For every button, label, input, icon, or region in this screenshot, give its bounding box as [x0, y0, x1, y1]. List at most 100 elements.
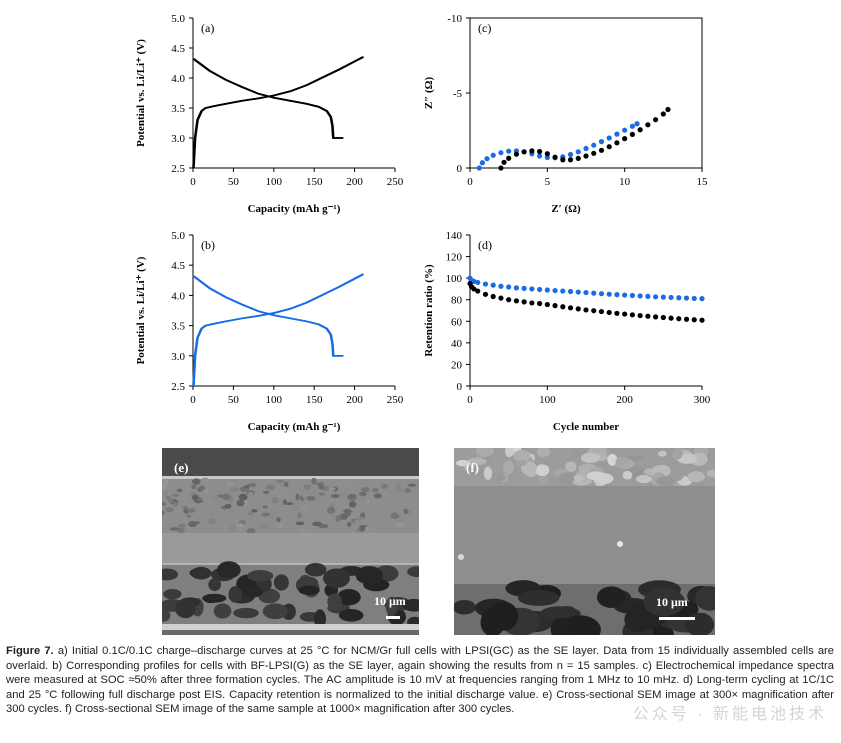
BF-LPSI(G)-point	[544, 287, 550, 293]
sem-grain	[694, 586, 715, 611]
sem-grain	[191, 494, 199, 501]
sem-grain	[403, 508, 409, 515]
sem-grain	[236, 499, 245, 507]
LPSI(GC)-point	[552, 154, 558, 160]
BF-LPSI(G)-point	[637, 293, 643, 299]
sem-grain	[465, 463, 484, 476]
sem-grain	[502, 460, 514, 475]
LPSI(GC)-point	[475, 288, 481, 294]
sem-grain	[228, 525, 237, 532]
LPSI(GC)-point	[537, 300, 543, 307]
sem-e-picture	[162, 448, 419, 635]
BF-LPSI(G)-point	[622, 292, 628, 298]
BF-LPSI(G)-point	[482, 281, 489, 287]
sem-grain	[175, 598, 196, 619]
LPSI(GC)-point	[567, 157, 574, 163]
sem-grain	[350, 508, 360, 512]
x-tick-label: 150	[306, 394, 323, 406]
sem-grain	[373, 493, 382, 499]
chart-c-impedance: 0 5 10 15 0 -5 -10 Z′ (Ω) Z″ (Ω) (c)	[423, 13, 708, 215]
sem-grain	[330, 493, 340, 499]
x-tick-label: 250	[387, 176, 404, 188]
BF-LPSI(G)-point	[660, 294, 666, 300]
BF-LPSI(G)-point	[544, 154, 550, 161]
sem-grain	[673, 448, 683, 460]
LPSI(GC)-point	[506, 297, 512, 303]
LPSI(GC)-point	[622, 136, 628, 142]
sem-grain	[337, 588, 361, 606]
LPSI(GC)-point	[645, 313, 651, 319]
discharge-curve	[193, 58, 344, 139]
sem-grain	[516, 459, 528, 466]
LPSI(GC)-point	[560, 157, 566, 163]
sem-grain	[265, 484, 276, 490]
y-tick-label: 0	[457, 163, 463, 175]
sem-grain	[626, 455, 645, 461]
x-tick-label: 100	[266, 394, 283, 406]
sem-grain	[274, 523, 281, 527]
sem-grain	[311, 477, 317, 485]
LPSI(GC)-point	[529, 148, 535, 154]
sem-grain	[295, 521, 305, 526]
LPSI(GC)-point	[521, 149, 527, 155]
BF-LPSI(G)-point	[476, 165, 482, 171]
charge-curve	[192, 56, 364, 169]
LPSI(GC)-point	[660, 111, 666, 117]
sem-grain	[571, 475, 586, 482]
sem-grain	[344, 510, 351, 517]
sem-grain	[536, 448, 551, 458]
sem-grain	[288, 519, 296, 525]
sem-grain	[262, 603, 288, 620]
LPSI(GC)-point	[506, 155, 512, 161]
sem-grain	[348, 500, 357, 508]
LPSI(GC)-point	[629, 131, 635, 137]
sem-grain	[390, 513, 400, 519]
watermark: 公众号 · 新能电池技术	[632, 706, 827, 723]
LPSI(GC)-point	[668, 315, 674, 321]
y-tick-label: 3.0	[171, 351, 185, 363]
BF-LPSI(G)-point	[629, 123, 635, 129]
sem-f-scalebar-label: 10 μm	[656, 595, 688, 609]
y-tick-label: 4.0	[171, 73, 185, 85]
BF-LPSI(G)-point	[484, 156, 490, 162]
sem-grain	[282, 499, 287, 506]
sem-grain	[565, 461, 577, 472]
sem-grain	[211, 496, 220, 502]
LPSI(GC)-point	[598, 308, 605, 315]
sem-grain	[372, 487, 379, 493]
sem-grain	[189, 492, 197, 496]
sem-e-scalebar-label: 10 μm	[374, 594, 406, 608]
BF-LPSI(G)-point	[634, 121, 640, 127]
sem-grain	[407, 483, 417, 487]
sem-grain	[706, 469, 715, 478]
y-tick-label: 2.5	[171, 381, 185, 393]
sem-grain	[199, 485, 205, 491]
BF-LPSI(G)-point	[560, 288, 566, 294]
sem-grain	[202, 593, 227, 603]
sem-grain	[162, 501, 167, 507]
LPSI(GC)-point	[490, 293, 496, 300]
LPSI(GC)-point	[575, 306, 581, 312]
BF-LPSI(G)-point	[614, 131, 620, 137]
sem-grain	[480, 608, 505, 635]
x-tick-label: 200	[616, 394, 633, 406]
BF-LPSI(G)-point	[498, 150, 504, 156]
sem-grain	[200, 477, 210, 485]
figure-caption: Figure 7. a) Initial 0.1C/0.1C charge–di…	[6, 644, 834, 717]
x-tick-label: 100	[266, 176, 283, 188]
sem-grain	[495, 474, 506, 481]
sem-grain	[247, 492, 254, 496]
sem-grain	[505, 448, 514, 458]
sem-grain	[358, 525, 366, 532]
sem-grain	[228, 586, 243, 603]
LPSI(GC)-point	[583, 307, 589, 313]
BF-LPSI(G)-point	[606, 135, 612, 141]
sem-grain	[192, 521, 201, 525]
sem-grain	[262, 490, 270, 494]
LPSI(GC)-point	[665, 106, 671, 113]
sem-grain	[402, 598, 419, 612]
BF-LPSI(G)-point	[591, 290, 597, 296]
sem-grain	[347, 493, 357, 500]
sem-grain	[622, 470, 633, 480]
BF-LPSI(G)-point	[498, 283, 504, 289]
